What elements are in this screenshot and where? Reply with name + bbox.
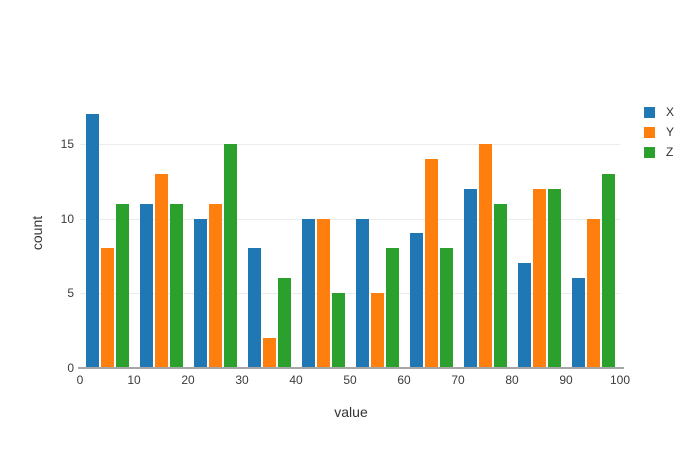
legend-item-label: Y	[666, 125, 675, 139]
bar-y-80-90[interactable]	[533, 188, 546, 368]
x-tick-label: 80	[505, 373, 519, 387]
legend-swatch-z-icon	[644, 146, 655, 158]
legend-item-label: X	[666, 105, 675, 119]
bar-y-30-40[interactable]	[263, 338, 276, 368]
legend-swatch-y-icon	[644, 126, 655, 138]
bar-z-30-40[interactable]	[278, 278, 291, 368]
bar-x-70-80[interactable]	[464, 188, 477, 368]
bar-x-10-20[interactable]	[140, 203, 153, 368]
bar-x-50-60[interactable]	[356, 218, 369, 368]
bar-x-80-90[interactable]	[518, 263, 531, 368]
bar-z-60-70[interactable]	[440, 248, 453, 368]
bar-x-20-30[interactable]	[194, 218, 207, 368]
bar-z-50-60[interactable]	[386, 248, 399, 368]
x-tick-label: 90	[559, 373, 573, 387]
x-tick-label: 0	[76, 373, 84, 387]
legend: X Y Z	[644, 106, 674, 166]
bar-x-30-40[interactable]	[248, 248, 261, 368]
gridline	[80, 293, 620, 295]
legend-item-y[interactable]: Y	[644, 126, 674, 138]
y-tick-label: 15	[60, 136, 74, 151]
bar-y-20-30[interactable]	[209, 203, 222, 368]
gridline	[80, 218, 620, 220]
x-tick-label: 100	[609, 373, 631, 387]
bar-z-20-30[interactable]	[224, 143, 237, 368]
x-tick-label: 70	[451, 373, 465, 387]
bar-x-90-100[interactable]	[572, 278, 585, 368]
legend-item-z[interactable]: Z	[644, 146, 674, 158]
x-axis-title: value	[334, 404, 368, 420]
bar-y-0-10[interactable]	[101, 248, 114, 368]
bar-z-10-20[interactable]	[170, 203, 183, 368]
bar-y-70-80[interactable]	[479, 143, 492, 368]
x-axis-line	[78, 367, 624, 369]
bar-y-60-70[interactable]	[425, 158, 438, 368]
legend-item-x[interactable]: X	[644, 106, 674, 118]
bar-z-90-100[interactable]	[602, 173, 615, 368]
bar-x-0-10[interactable]	[86, 113, 99, 368]
bar-x-40-50[interactable]	[302, 218, 315, 368]
legend-swatch-x-icon	[644, 106, 655, 118]
plot-area	[80, 95, 620, 368]
bar-z-70-80[interactable]	[494, 203, 507, 368]
x-tick-label: 40	[289, 373, 303, 387]
legend-item-label: Z	[666, 145, 674, 159]
bar-x-60-70[interactable]	[410, 233, 423, 368]
x-tick-label: 30	[235, 373, 249, 387]
bar-y-50-60[interactable]	[371, 293, 384, 368]
x-tick-label: 10	[127, 373, 141, 387]
x-tick-label: 50	[343, 373, 357, 387]
y-tick-label: 0	[67, 361, 74, 375]
y-tick-label: 5	[67, 286, 74, 301]
x-tick-label: 60	[397, 373, 411, 387]
bar-z-80-90[interactable]	[548, 188, 561, 368]
bar-z-40-50[interactable]	[332, 293, 345, 368]
y-tick-label: 10	[60, 211, 74, 226]
bar-y-10-20[interactable]	[155, 173, 168, 368]
bar-y-90-100[interactable]	[587, 218, 600, 368]
gridline	[80, 143, 620, 145]
bar-z-0-10[interactable]	[116, 203, 129, 368]
y-axis-title: count	[29, 215, 45, 251]
bar-y-40-50[interactable]	[317, 218, 330, 368]
x-tick-label: 20	[181, 373, 195, 387]
